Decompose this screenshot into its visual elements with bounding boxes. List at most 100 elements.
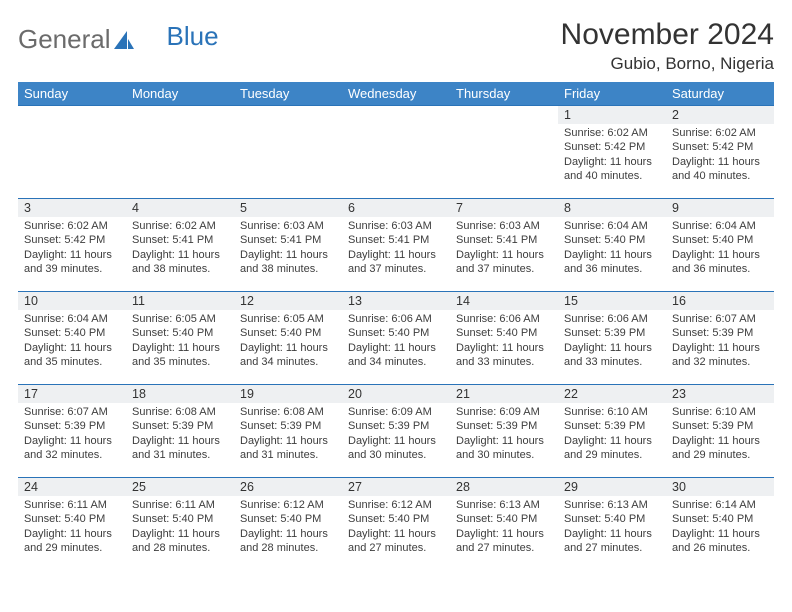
day-number: 29 [558,478,666,496]
calendar-cell: 6Sunrise: 6:03 AMSunset: 5:41 PMDaylight… [342,199,450,292]
calendar-cell: 23Sunrise: 6:10 AMSunset: 5:39 PMDayligh… [666,385,774,478]
sunrise-text: Sunrise: 6:05 AM [240,312,336,326]
calendar-cell: 14Sunrise: 6:06 AMSunset: 5:40 PMDayligh… [450,292,558,385]
day-body: Sunrise: 6:02 AMSunset: 5:42 PMDaylight:… [558,124,666,187]
calendar-cell: 10Sunrise: 6:04 AMSunset: 5:40 PMDayligh… [18,292,126,385]
sunrise-text: Sunrise: 6:04 AM [672,219,768,233]
calendar-cell [342,106,450,199]
sunrise-text: Sunrise: 6:06 AM [564,312,660,326]
daylight-text: Daylight: 11 hours and 30 minutes. [348,434,444,463]
day-number: 2 [666,106,774,124]
sunrise-text: Sunrise: 6:08 AM [132,405,228,419]
day-body: Sunrise: 6:04 AMSunset: 5:40 PMDaylight:… [666,217,774,280]
sunset-text: Sunset: 5:39 PM [348,419,444,433]
calendar-cell: 13Sunrise: 6:06 AMSunset: 5:40 PMDayligh… [342,292,450,385]
daylight-text: Daylight: 11 hours and 36 minutes. [564,248,660,277]
sunset-text: Sunset: 5:40 PM [348,326,444,340]
sunset-text: Sunset: 5:39 PM [456,419,552,433]
day-body: Sunrise: 6:09 AMSunset: 5:39 PMDaylight:… [450,403,558,466]
sunrise-text: Sunrise: 6:02 AM [132,219,228,233]
sunrise-text: Sunrise: 6:09 AM [348,405,444,419]
sunset-text: Sunset: 5:41 PM [240,233,336,247]
daylight-text: Daylight: 11 hours and 38 minutes. [240,248,336,277]
daylight-text: Daylight: 11 hours and 37 minutes. [348,248,444,277]
day-number: 4 [126,199,234,217]
sunset-text: Sunset: 5:40 PM [348,512,444,526]
weekday-header: Saturday [666,82,774,106]
sunset-text: Sunset: 5:39 PM [564,419,660,433]
calendar-cell: 12Sunrise: 6:05 AMSunset: 5:40 PMDayligh… [234,292,342,385]
day-number: 26 [234,478,342,496]
header: General Blue November 2024 Gubio, Borno,… [18,18,774,74]
sunset-text: Sunset: 5:40 PM [240,326,336,340]
day-number: 15 [558,292,666,310]
day-body: Sunrise: 6:05 AMSunset: 5:40 PMDaylight:… [234,310,342,373]
day-body: Sunrise: 6:02 AMSunset: 5:41 PMDaylight:… [126,217,234,280]
sunset-text: Sunset: 5:39 PM [24,419,120,433]
sunset-text: Sunset: 5:39 PM [240,419,336,433]
sunset-text: Sunset: 5:41 PM [456,233,552,247]
daylight-text: Daylight: 11 hours and 33 minutes. [564,341,660,370]
sunrise-text: Sunrise: 6:12 AM [240,498,336,512]
daylight-text: Daylight: 11 hours and 34 minutes. [240,341,336,370]
sail-icon [113,30,135,50]
day-body: Sunrise: 6:06 AMSunset: 5:39 PMDaylight:… [558,310,666,373]
sunrise-text: Sunrise: 6:10 AM [564,405,660,419]
daylight-text: Daylight: 11 hours and 28 minutes. [240,527,336,556]
sunrise-text: Sunrise: 6:11 AM [132,498,228,512]
daylight-text: Daylight: 11 hours and 37 minutes. [456,248,552,277]
day-body: Sunrise: 6:02 AMSunset: 5:42 PMDaylight:… [18,217,126,280]
daylight-text: Daylight: 11 hours and 38 minutes. [132,248,228,277]
daylight-text: Daylight: 11 hours and 29 minutes. [564,434,660,463]
sunset-text: Sunset: 5:40 PM [564,512,660,526]
day-body: Sunrise: 6:05 AMSunset: 5:40 PMDaylight:… [126,310,234,373]
sunrise-text: Sunrise: 6:03 AM [240,219,336,233]
sunrise-text: Sunrise: 6:04 AM [24,312,120,326]
day-body: Sunrise: 6:11 AMSunset: 5:40 PMDaylight:… [18,496,126,559]
calendar-cell: 19Sunrise: 6:08 AMSunset: 5:39 PMDayligh… [234,385,342,478]
calendar-row: 3Sunrise: 6:02 AMSunset: 5:42 PMDaylight… [18,199,774,292]
day-body: Sunrise: 6:03 AMSunset: 5:41 PMDaylight:… [342,217,450,280]
sunset-text: Sunset: 5:39 PM [564,326,660,340]
sunrise-text: Sunrise: 6:07 AM [672,312,768,326]
sunset-text: Sunset: 5:40 PM [672,512,768,526]
day-body: Sunrise: 6:06 AMSunset: 5:40 PMDaylight:… [450,310,558,373]
calendar-cell: 16Sunrise: 6:07 AMSunset: 5:39 PMDayligh… [666,292,774,385]
sunrise-text: Sunrise: 6:04 AM [564,219,660,233]
weekday-header: Thursday [450,82,558,106]
calendar-cell: 4Sunrise: 6:02 AMSunset: 5:41 PMDaylight… [126,199,234,292]
calendar-cell: 25Sunrise: 6:11 AMSunset: 5:40 PMDayligh… [126,478,234,571]
sunset-text: Sunset: 5:39 PM [672,326,768,340]
sunrise-text: Sunrise: 6:09 AM [456,405,552,419]
weekday-header: Sunday [18,82,126,106]
calendar-page: General Blue November 2024 Gubio, Borno,… [0,0,792,571]
calendar-cell: 26 Sunrise: 6:12 AMSunset: 5:40 PMDayligh… [234,478,342,571]
sunset-text: Sunset: 5:40 PM [24,512,120,526]
calendar-cell: 21Sunrise: 6:09 AMSunset: 5:39 PMDayligh… [450,385,558,478]
daylight-text: Daylight: 11 hours and 35 minutes. [132,341,228,370]
day-body: Sunrise: 6:14 AMSunset: 5:40 PMDaylight:… [666,496,774,559]
sunset-text: Sunset: 5:42 PM [24,233,120,247]
day-number: 3 [18,199,126,217]
calendar-cell: 28Sunrise: 6:13 AMSunset: 5:40 PMDayligh… [450,478,558,571]
daylight-text: Daylight: 11 hours and 36 minutes. [672,248,768,277]
day-body: Sunrise: 6:07 AMSunset: 5:39 PMDaylight:… [666,310,774,373]
day-number: 24 [18,478,126,496]
weekday-header: Monday [126,82,234,106]
day-body: Sunrise: 6:13 AMSunset: 5:40 PMDaylight:… [450,496,558,559]
calendar-cell: 5Sunrise: 6:03 AMSunset: 5:41 PMDaylight… [234,199,342,292]
day-number: 10 [18,292,126,310]
day-number: 17 [18,385,126,403]
calendar-cell: 27Sunrise: 6:12 AMSunset: 5:40 PMDayligh… [342,478,450,571]
calendar-table: Sunday Monday Tuesday Wednesday Thursday… [18,82,774,571]
month-title: November 2024 [561,18,774,52]
sunset-text: Sunset: 5:40 PM [456,326,552,340]
sunset-text: Sunset: 5:42 PM [672,140,768,154]
sunrise-text: Sunrise: 6:13 AM [564,498,660,512]
calendar-cell [18,106,126,199]
day-number: 27 [342,478,450,496]
sunset-text: Sunset: 5:40 PM [240,512,336,526]
day-number: 14 [450,292,558,310]
day-body: Sunrise: 6:07 AMSunset: 5:39 PMDaylight:… [18,403,126,466]
sunrise-text: Sunrise: 6:10 AM [672,405,768,419]
